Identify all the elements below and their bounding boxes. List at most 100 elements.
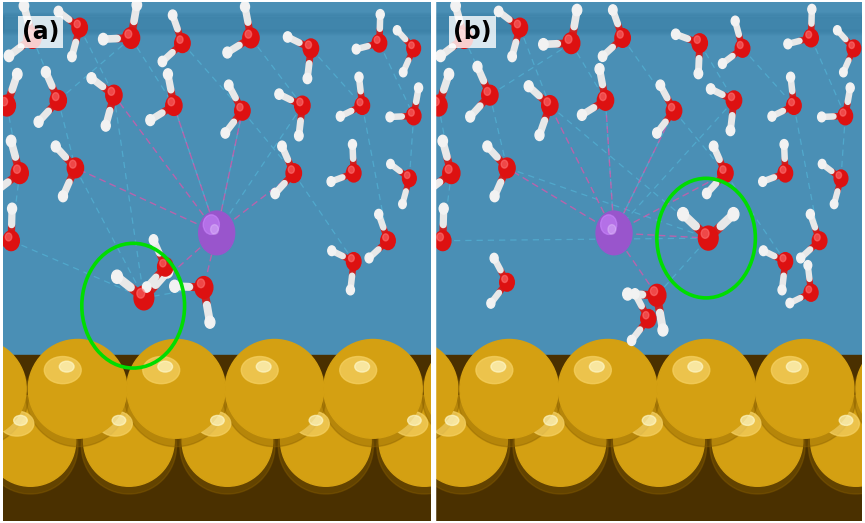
- Circle shape: [327, 177, 335, 186]
- Ellipse shape: [390, 361, 405, 372]
- Circle shape: [840, 67, 847, 77]
- Circle shape: [413, 242, 421, 253]
- Circle shape: [617, 31, 624, 38]
- Circle shape: [74, 20, 80, 28]
- Circle shape: [784, 39, 791, 49]
- Circle shape: [434, 231, 451, 251]
- Circle shape: [42, 66, 50, 77]
- Circle shape: [365, 253, 373, 263]
- Ellipse shape: [476, 357, 513, 384]
- Bar: [3, 16, 431, 33]
- Circle shape: [709, 141, 718, 152]
- Circle shape: [599, 93, 606, 100]
- Ellipse shape: [417, 395, 508, 486]
- Bar: [434, 16, 862, 33]
- Circle shape: [295, 131, 303, 141]
- Circle shape: [286, 164, 302, 183]
- Ellipse shape: [26, 343, 129, 447]
- Ellipse shape: [655, 343, 758, 447]
- Ellipse shape: [375, 357, 413, 384]
- Circle shape: [806, 209, 814, 219]
- Circle shape: [786, 72, 795, 82]
- Circle shape: [780, 255, 786, 262]
- Bar: [3, 6, 431, 23]
- Circle shape: [846, 83, 855, 93]
- Ellipse shape: [84, 395, 174, 486]
- Ellipse shape: [309, 415, 323, 425]
- Circle shape: [817, 112, 825, 122]
- Circle shape: [349, 140, 356, 149]
- Circle shape: [162, 265, 173, 278]
- Circle shape: [731, 16, 740, 26]
- Circle shape: [490, 191, 499, 202]
- Circle shape: [615, 29, 631, 47]
- Circle shape: [778, 253, 792, 270]
- Circle shape: [465, 111, 475, 122]
- Circle shape: [11, 163, 29, 184]
- Bar: [3, 8, 431, 25]
- Circle shape: [295, 96, 310, 115]
- Bar: [3, 10, 431, 28]
- Bar: [3, 12, 431, 29]
- Bar: [434, 4, 862, 21]
- Ellipse shape: [340, 357, 376, 384]
- Circle shape: [8, 203, 16, 214]
- Circle shape: [439, 203, 448, 214]
- Circle shape: [53, 93, 59, 100]
- Bar: [3, 17, 431, 34]
- Ellipse shape: [407, 415, 421, 425]
- Ellipse shape: [811, 395, 865, 486]
- Circle shape: [541, 96, 558, 116]
- Circle shape: [608, 224, 616, 234]
- Circle shape: [168, 98, 175, 106]
- Circle shape: [598, 90, 613, 110]
- Circle shape: [847, 40, 861, 56]
- Bar: [3, 6, 431, 24]
- Circle shape: [737, 41, 743, 49]
- Bar: [434, 17, 862, 34]
- Circle shape: [456, 28, 473, 48]
- Circle shape: [101, 120, 110, 131]
- Circle shape: [34, 117, 43, 127]
- Circle shape: [134, 286, 154, 310]
- Circle shape: [175, 34, 190, 52]
- Circle shape: [600, 215, 617, 234]
- Bar: [3, 11, 431, 28]
- Circle shape: [203, 215, 220, 234]
- Circle shape: [381, 232, 395, 249]
- Ellipse shape: [211, 415, 224, 425]
- Circle shape: [245, 30, 252, 38]
- Circle shape: [438, 135, 447, 147]
- Circle shape: [806, 286, 811, 293]
- Circle shape: [375, 36, 380, 43]
- Circle shape: [596, 211, 632, 255]
- Circle shape: [210, 224, 219, 234]
- Circle shape: [170, 280, 180, 292]
- Bar: [3, 7, 431, 24]
- Circle shape: [357, 99, 362, 106]
- Circle shape: [535, 130, 544, 141]
- Ellipse shape: [856, 339, 865, 438]
- Circle shape: [352, 44, 360, 54]
- Circle shape: [407, 40, 420, 56]
- Circle shape: [735, 40, 750, 57]
- Circle shape: [838, 107, 853, 125]
- Bar: [434, 11, 862, 28]
- Circle shape: [482, 85, 498, 105]
- Bar: [3, 5, 431, 22]
- Ellipse shape: [612, 399, 707, 494]
- Bar: [434, 10, 862, 28]
- Circle shape: [6, 135, 16, 147]
- Circle shape: [702, 229, 709, 238]
- Circle shape: [797, 253, 804, 263]
- Circle shape: [487, 299, 495, 308]
- Circle shape: [157, 257, 173, 276]
- Bar: [434, 13, 862, 30]
- Bar: [3, 15, 431, 32]
- Circle shape: [132, 0, 142, 10]
- Circle shape: [445, 69, 453, 80]
- Circle shape: [778, 164, 792, 182]
- Circle shape: [836, 172, 842, 178]
- Circle shape: [409, 42, 414, 49]
- Circle shape: [671, 29, 680, 39]
